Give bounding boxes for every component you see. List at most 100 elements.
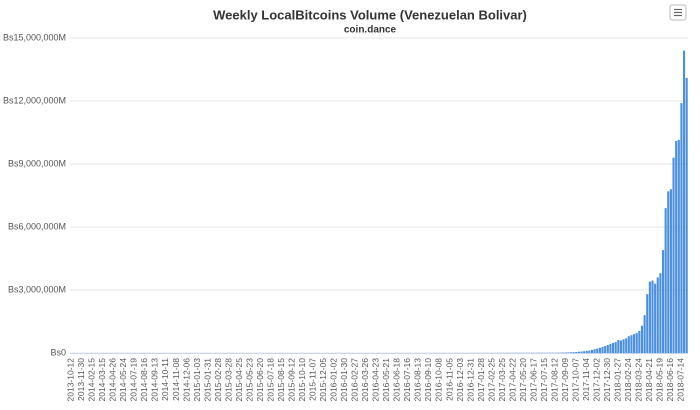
bar xyxy=(669,189,672,353)
bar xyxy=(575,351,578,353)
bar xyxy=(572,352,575,353)
chart-title: Weekly LocalBitcoins Volume (Venezuelan … xyxy=(213,7,527,22)
x-tick-label: 2014-05-24 xyxy=(118,358,128,402)
x-tick-label: 2018-05-19 xyxy=(655,358,665,402)
x-tick-label: 2016-10-08 xyxy=(434,358,444,402)
menu-button[interactable] xyxy=(669,4,687,21)
x-tick-label: 2018-02-24 xyxy=(623,358,633,402)
x-tick-label: 2017-12-02 xyxy=(592,358,602,402)
x-tick-label: 2015-04-25 xyxy=(234,358,244,402)
bar xyxy=(593,349,596,353)
x-tick-label: 2014-07-19 xyxy=(129,358,139,402)
bar xyxy=(588,350,591,353)
bar xyxy=(633,334,636,353)
x-tick-label: 2018-07-14 xyxy=(676,358,686,402)
x-tick-label: 2015-07-18 xyxy=(265,358,275,402)
x-tick-label: 2013-11-30 xyxy=(76,358,86,401)
bar xyxy=(577,351,580,353)
x-tick-label: 2015-06-20 xyxy=(255,358,265,402)
x-tick-label: 2016-11-05 xyxy=(444,358,454,401)
bar xyxy=(661,250,665,353)
x-tick-label: 2017-07-15 xyxy=(539,358,549,402)
x-tick-label: 2014-08-16 xyxy=(139,358,149,402)
x-tick-label: 2017-12-30 xyxy=(602,358,612,402)
bar xyxy=(611,342,615,353)
x-tick-label: 2017-08-12 xyxy=(549,358,559,402)
bar xyxy=(625,338,628,353)
bar xyxy=(656,277,659,353)
x-tick-label: 2014-12-06 xyxy=(181,358,191,402)
x-tick-label: 2016-08-13 xyxy=(413,358,423,402)
bar xyxy=(685,77,688,354)
bar xyxy=(672,157,675,353)
bar xyxy=(609,343,612,353)
x-tick-label: 2017-11-04 xyxy=(581,358,591,401)
bar xyxy=(569,352,573,353)
y-tick-label: Bs15,000,000M xyxy=(3,32,66,42)
x-tick-label: 2014-03-15 xyxy=(97,358,107,402)
x-tick-label: 2014-09-13 xyxy=(150,358,160,402)
y-tick-label: Bs9,000,000M xyxy=(8,158,66,168)
x-tick-label: 2018-04-21 xyxy=(644,358,654,402)
x-tick-label: 2015-08-15 xyxy=(276,358,286,402)
bar xyxy=(601,346,604,353)
x-tick-label: 2013-10-12 xyxy=(66,358,76,402)
bar xyxy=(651,280,654,353)
x-tick-label: 2014-10-11 xyxy=(160,358,170,401)
x-tick-label: 2017-06-17 xyxy=(528,358,538,402)
bar xyxy=(680,103,683,353)
bar xyxy=(614,342,617,353)
bar xyxy=(667,191,670,353)
bar xyxy=(659,273,662,353)
bar xyxy=(580,351,583,353)
bar xyxy=(646,294,649,353)
x-tick-label: 2016-01-30 xyxy=(339,358,349,402)
x-tick-label: 2016-09-10 xyxy=(423,358,433,402)
bar xyxy=(622,339,625,353)
x-tick-label: 2014-04-26 xyxy=(108,358,118,402)
x-tick-label: 2018-06-16 xyxy=(665,358,675,402)
x-tick-label: 2016-06-18 xyxy=(392,358,402,402)
x-tick-label: 2017-02-25 xyxy=(486,358,496,402)
x-tick-label: 2015-12-05 xyxy=(318,358,328,402)
x-tick-label: 2017-09-09 xyxy=(560,358,570,402)
y-tick-label: Bs3,000,000M xyxy=(8,284,66,294)
x-tick-label: 2017-05-20 xyxy=(518,358,528,402)
x-tick-label: 2017-03-25 xyxy=(497,358,507,402)
bar xyxy=(675,140,678,353)
bar xyxy=(643,315,646,353)
bar xyxy=(567,352,570,353)
chart-subtitle: coin.dance xyxy=(344,25,397,36)
x-tick-label: 2015-01-31 xyxy=(202,358,212,402)
y-tick-label: Bs12,000,000M xyxy=(3,95,66,105)
bar xyxy=(640,325,644,353)
x-tick-label: 2016-01-02 xyxy=(329,358,339,402)
x-tick-label: 2015-03-28 xyxy=(223,358,233,402)
bar xyxy=(635,333,638,353)
x-tick-label: 2014-02-15 xyxy=(87,358,97,402)
bar xyxy=(664,208,667,353)
x-tick-label: 2018-03-24 xyxy=(634,358,644,402)
x-tick-label: 2016-12-31 xyxy=(465,358,475,402)
bar xyxy=(638,330,641,353)
bar xyxy=(585,350,588,353)
bar xyxy=(596,348,599,353)
y-tick-label: Bs0 xyxy=(50,347,66,357)
bar xyxy=(564,352,567,353)
x-tick-label: 2016-05-21 xyxy=(381,358,391,402)
bar xyxy=(677,139,680,353)
bar xyxy=(583,351,586,353)
bar xyxy=(654,283,657,353)
x-tick-label: 2015-05-23 xyxy=(244,358,254,402)
bar xyxy=(619,340,622,353)
x-tick-label: 2016-07-16 xyxy=(402,358,412,402)
x-tick-label: 2014-11-08 xyxy=(171,358,181,401)
bar xyxy=(590,349,594,353)
x-tick-label: 2016-12-03 xyxy=(455,358,465,402)
x-tick-label: 2015-09-12 xyxy=(286,358,296,402)
x-tick-label: 2015-11-07 xyxy=(308,358,318,401)
x-tick-label: 2015-10-10 xyxy=(297,358,307,402)
y-tick-label: Bs6,000,000M xyxy=(8,221,66,231)
x-tick-label: 2017-10-07 xyxy=(570,358,580,402)
